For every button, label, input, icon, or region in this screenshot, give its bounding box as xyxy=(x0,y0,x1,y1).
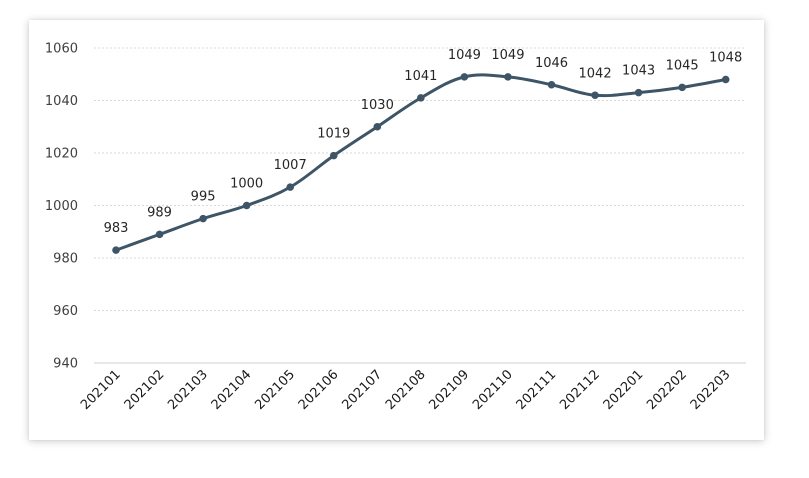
data-point xyxy=(199,214,207,223)
data-label: 995 xyxy=(191,190,216,205)
y-axis-tick-labels: 940 960 980 1000 1020 1040 1060 xyxy=(45,42,78,372)
data-point xyxy=(591,91,599,100)
data-label: 1019 xyxy=(317,127,350,142)
y-tick-label: 1060 xyxy=(45,42,78,57)
x-tick-label: 202111 xyxy=(514,367,560,413)
x-tick-label: 202202 xyxy=(644,367,690,413)
data-label: 1041 xyxy=(404,69,437,84)
data-point xyxy=(286,183,295,191)
x-axis-tick-labels: 2021012021022021032021042021052021062021… xyxy=(78,367,733,413)
data-point xyxy=(417,94,425,102)
data-point xyxy=(112,246,120,254)
data-label: 1049 xyxy=(491,48,524,63)
x-tick-label: 202103 xyxy=(165,367,211,413)
data-label: 1049 xyxy=(448,48,481,63)
x-tick-label: 202104 xyxy=(209,367,255,413)
data-point xyxy=(242,201,251,210)
x-tick-label: 202107 xyxy=(339,367,385,413)
y-tick-label: 960 xyxy=(53,304,78,319)
data-label: 1007 xyxy=(274,158,307,173)
data-label: 989 xyxy=(147,205,172,220)
data-label: 983 xyxy=(104,221,129,236)
data-label: 1030 xyxy=(361,98,394,113)
y-tick-label: 940 xyxy=(53,357,78,372)
data-points xyxy=(112,73,730,254)
y-tick-label: 1040 xyxy=(45,94,78,109)
data-label: 1000 xyxy=(230,177,263,192)
x-tick-label: 202108 xyxy=(383,367,429,413)
data-label: 1046 xyxy=(535,56,568,71)
x-tick-label: 202105 xyxy=(252,367,298,413)
data-label: 1045 xyxy=(666,58,699,73)
x-tick-label: 202201 xyxy=(601,367,647,413)
x-tick-label: 202106 xyxy=(296,367,342,413)
x-tick-label: 202109 xyxy=(427,367,473,413)
chart-card: 940 960 980 1000 1020 1040 1060 202101 202102 20… xyxy=(29,20,764,440)
x-tick-label: 202203 xyxy=(688,367,734,413)
data-point xyxy=(460,73,469,81)
data-label: 1042 xyxy=(579,66,612,81)
data-label: 1048 xyxy=(709,51,742,66)
x-tick-label: 202112 xyxy=(557,367,603,413)
y-tick-label: 1000 xyxy=(45,199,78,214)
x-tick-label: 202101 xyxy=(78,367,124,413)
x-tick-label: 202110 xyxy=(470,367,516,413)
data-point xyxy=(721,75,730,84)
y-tick-label: 980 xyxy=(53,252,78,267)
data-point xyxy=(634,88,643,97)
data-point xyxy=(373,122,382,131)
x-tick-label: 202102 xyxy=(122,367,168,413)
data-point xyxy=(329,151,338,160)
data-labels: 983 989 995 1000 1007 1019 1030 1041 1049 1049 104… xyxy=(104,48,743,236)
data-point xyxy=(504,73,512,81)
data-point xyxy=(678,83,686,92)
data-point xyxy=(155,230,164,239)
data-label: 1043 xyxy=(622,64,655,79)
y-tick-label: 1020 xyxy=(45,147,78,162)
data-point xyxy=(547,80,556,89)
